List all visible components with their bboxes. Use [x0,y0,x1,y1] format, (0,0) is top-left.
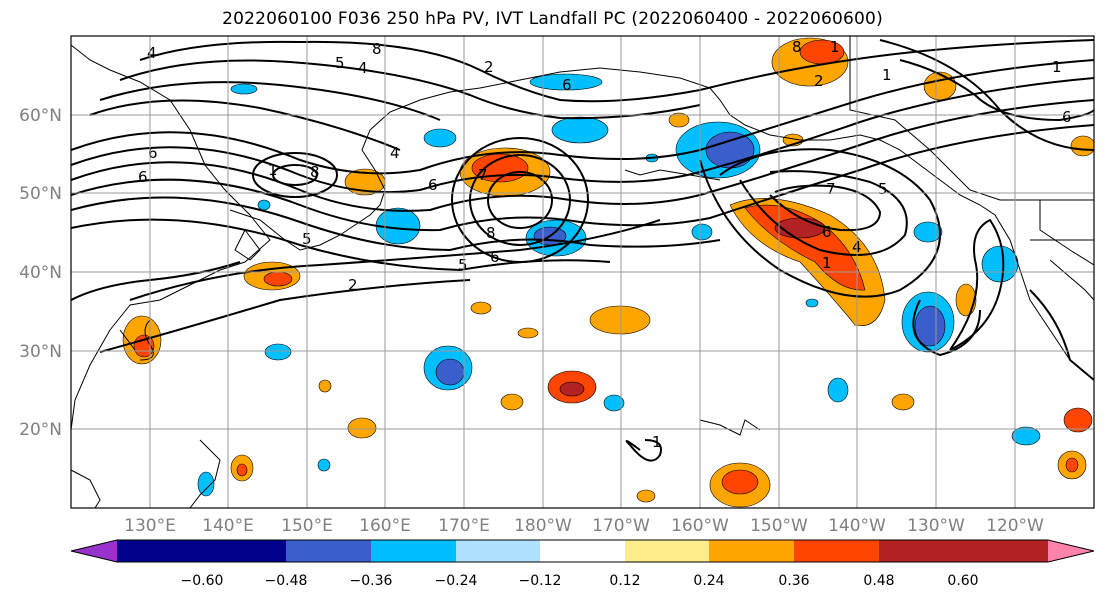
lon-label: 140°W [828,516,886,536]
lon-label: 160°W [671,516,729,536]
colorbar-tick-label: 0.48 [863,573,894,589]
colorbar-segment [117,540,202,562]
colorbar-tick-label: −0.60 [181,573,224,589]
graticule [71,36,1094,508]
colorbar-segment [794,540,879,562]
contour-label: 8 [486,224,496,242]
latitude-labels: 60°N 50°N 40°N 30°N 20°N [19,106,62,440]
contour-label: 2 [484,58,494,76]
contour-label: 5 [458,256,468,274]
lon-label: 140°E [202,516,254,536]
contour-label: 2 [814,72,824,90]
lon-label: 170°E [438,516,490,536]
colorbar-segment [71,540,117,562]
longitude-labels: 130°E 140°E 150°E 160°E 170°E 180°W 170°… [124,516,1044,536]
lon-label: 170°W [592,516,650,536]
contour-label: 4 [390,144,400,162]
colorbar: −0.60 −0.48 −0.36 −0.24 −0.12 0.12 0.24 … [70,539,1095,589]
lon-label: 120°W [986,516,1044,536]
contour-label: 2 [348,276,358,294]
colorbar-segment [625,540,709,562]
colorbar-tick-label: −0.48 [265,573,308,589]
contour-label: 6 [822,223,832,241]
contour-label: 6 [490,248,500,266]
lat-label: 50°N [19,184,62,204]
contour-label: 8 [310,163,320,181]
contour-label: 6 [138,168,148,186]
lon-label: 180°W [514,516,572,536]
colorbar-tick-label: −0.12 [519,573,562,589]
colorbar-tick-label: 0.60 [947,573,978,589]
lat-label: 60°N [19,106,62,126]
colorbar-segment [540,540,625,562]
contour-label: 1 [830,38,840,56]
lon-label: 150°E [281,516,333,536]
colorbar-tick-label: −0.36 [350,573,393,589]
contour-label: 4 [147,44,157,62]
contour-label: 8 [372,40,382,58]
colorbar-segment [202,540,286,562]
lat-label: 40°N [19,263,62,283]
map-title: 2022060100 F036 250 hPa PV, IVT Landfall… [222,9,883,29]
contour-labels: 4 8 5 4 2 6 6 8 1 6 6 4 7 5 8 5 2 6 1 7 … [138,38,1072,451]
colorbar-segment [963,540,1048,562]
colorbar-segment [371,540,456,562]
colorbar-tick-label: −0.24 [435,573,478,589]
contour-label: 6 [148,144,158,162]
lon-label: 150°W [750,516,808,536]
contour-label: 5 [878,180,888,198]
colorbar-outline [70,539,1095,563]
map-frame [70,35,1095,509]
lon-label: 160°E [359,516,411,536]
contour-label: 7 [826,180,836,198]
lat-label: 30°N [19,342,62,362]
contour-label: 7 [478,166,488,184]
colorbar-segment [709,540,794,562]
colorbar-segment [456,540,540,562]
contour-label: 6 [562,76,572,94]
contour-label: 8 [792,38,802,56]
contour-label: 6 [428,176,438,194]
contour-label: 1 [882,66,892,84]
contour-label: 6 [1062,108,1072,126]
colorbar-tick-label: 0.12 [609,573,640,589]
lon-label: 130°W [907,516,965,536]
contour-label: 1 [1052,58,1062,76]
contour-label: 4 [358,59,368,77]
colorbar-tick-label: 0.24 [693,573,724,589]
colorbar-segment [1048,540,1094,562]
colorbar-segment [286,540,371,562]
contour-label: 1 [652,433,662,451]
contour-label: 1 [822,254,832,272]
colorbar-segment [879,540,963,562]
contour-label: 1 [268,161,278,179]
lon-label: 130°E [124,516,176,536]
colorbar-tick-label: 0.36 [778,573,809,589]
lat-label: 20°N [19,420,62,440]
contour-label: 5 [335,54,345,72]
